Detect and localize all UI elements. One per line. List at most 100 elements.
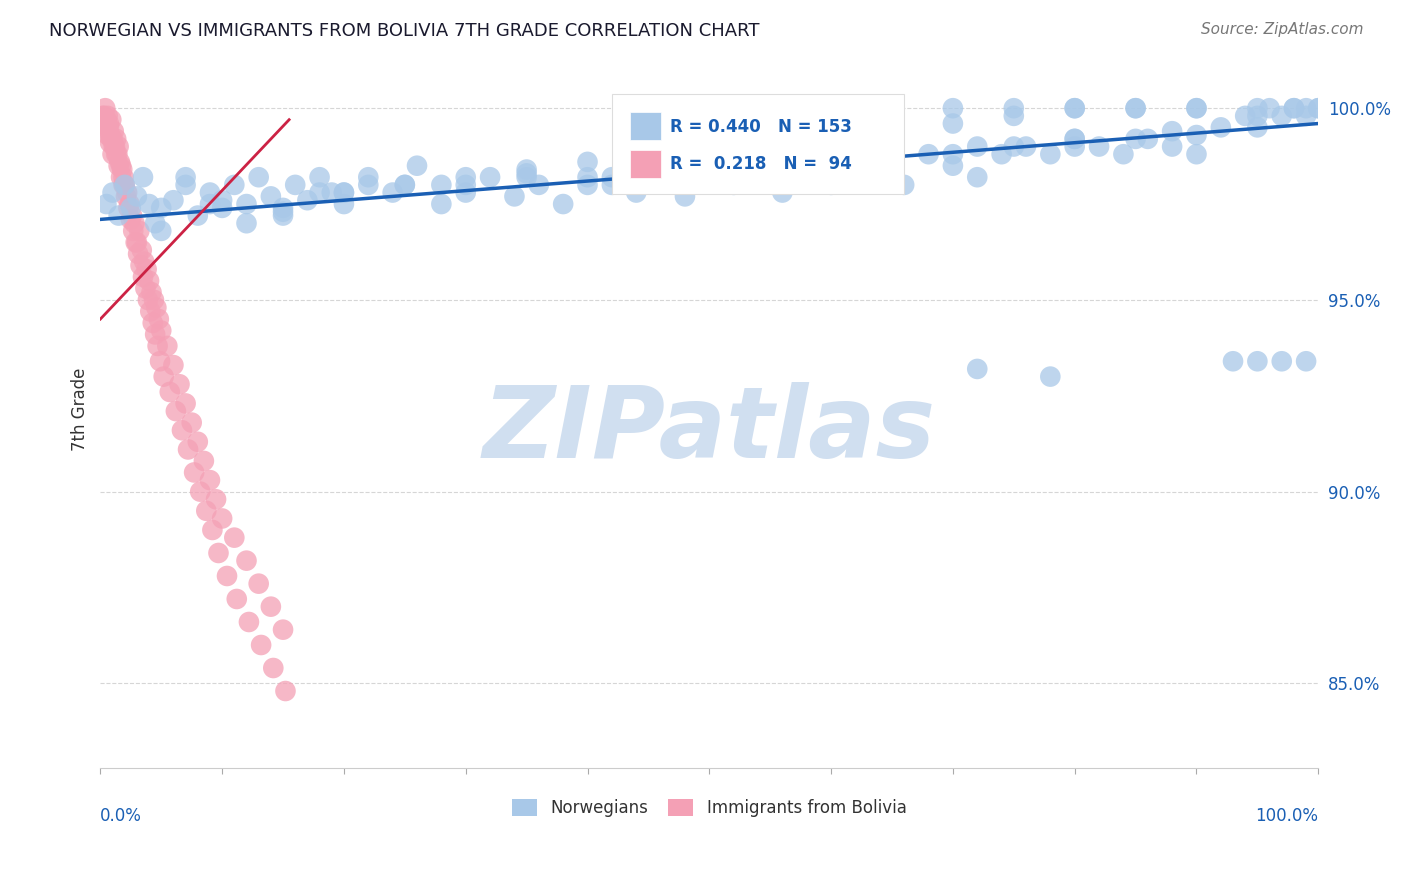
Point [180, 416, 202, 430]
Point [198, 197, 221, 211]
Point [759, 139, 782, 153]
Point [333, 186, 356, 200]
Point [104, 139, 127, 153]
Point [129, 259, 152, 273]
Point [115, 186, 138, 200]
Point [1234, 109, 1257, 123]
Point [454, 178, 477, 192]
Point [198, 473, 221, 487]
Point [697, 162, 720, 177]
Point [207, 546, 229, 560]
Point [650, 159, 672, 173]
Point [142, 293, 165, 307]
Point [820, 132, 842, 146]
Point [142, 316, 165, 330]
Point [1308, 101, 1330, 115]
Point [1222, 354, 1244, 368]
Point [260, 599, 283, 614]
Point [198, 186, 221, 200]
Point [187, 434, 209, 449]
Point [394, 178, 416, 192]
Point [108, 154, 131, 169]
Point [112, 178, 135, 192]
Point [117, 201, 139, 215]
Point [942, 101, 965, 115]
Point [600, 170, 623, 185]
Point [174, 170, 197, 185]
Point [1282, 101, 1305, 115]
Text: 100.0%: 100.0% [1256, 807, 1319, 825]
Point [966, 362, 988, 376]
Point [759, 162, 782, 177]
Point [94, 101, 117, 115]
Point [697, 139, 720, 153]
Point [224, 531, 246, 545]
Point [162, 193, 184, 207]
Point [1185, 128, 1208, 142]
Point [1258, 101, 1281, 115]
Point [626, 186, 648, 200]
Point [1209, 120, 1232, 135]
Point [406, 159, 429, 173]
Point [134, 281, 156, 295]
Point [143, 327, 166, 342]
Point [394, 178, 416, 192]
Point [148, 312, 170, 326]
Point [146, 339, 169, 353]
Point [107, 159, 129, 173]
Point [107, 209, 129, 223]
Point [97, 128, 120, 142]
Text: Source: ZipAtlas.com: Source: ZipAtlas.com [1201, 22, 1364, 37]
Point [97, 120, 120, 135]
Point [100, 132, 122, 146]
Point [576, 170, 599, 185]
Point [723, 178, 745, 192]
Point [169, 377, 191, 392]
Point [215, 569, 238, 583]
Point [96, 112, 118, 127]
Point [235, 554, 257, 568]
Text: ZIPatlas: ZIPatlas [482, 382, 936, 479]
Point [174, 396, 197, 410]
Point [177, 442, 200, 457]
Point [91, 109, 114, 123]
Point [747, 166, 769, 180]
Point [120, 201, 142, 215]
Point [1088, 139, 1111, 153]
Point [1136, 132, 1159, 146]
Point [132, 170, 155, 185]
Point [141, 285, 163, 300]
Point [917, 147, 939, 161]
Point [247, 576, 270, 591]
Point [1015, 139, 1038, 153]
Point [284, 178, 307, 192]
Point [110, 159, 132, 173]
Point [297, 193, 319, 207]
Point [1002, 109, 1025, 123]
Point [844, 170, 866, 185]
Point [503, 189, 526, 203]
Point [201, 523, 224, 537]
Point [274, 684, 297, 698]
Point [224, 178, 246, 192]
Point [110, 170, 132, 185]
Point [1271, 354, 1294, 368]
Point [162, 358, 184, 372]
Point [250, 638, 273, 652]
Point [430, 178, 453, 192]
Point [139, 304, 162, 318]
Point [1125, 132, 1147, 146]
Point [600, 178, 623, 192]
Point [1282, 101, 1305, 115]
Point [576, 178, 599, 192]
Point [1295, 109, 1317, 123]
Point [1246, 109, 1268, 123]
Point [516, 170, 538, 185]
Point [1185, 101, 1208, 115]
Point [150, 224, 173, 238]
Point [262, 661, 284, 675]
Point [1039, 147, 1062, 161]
Point [820, 154, 842, 169]
Point [1185, 147, 1208, 161]
Point [271, 623, 294, 637]
